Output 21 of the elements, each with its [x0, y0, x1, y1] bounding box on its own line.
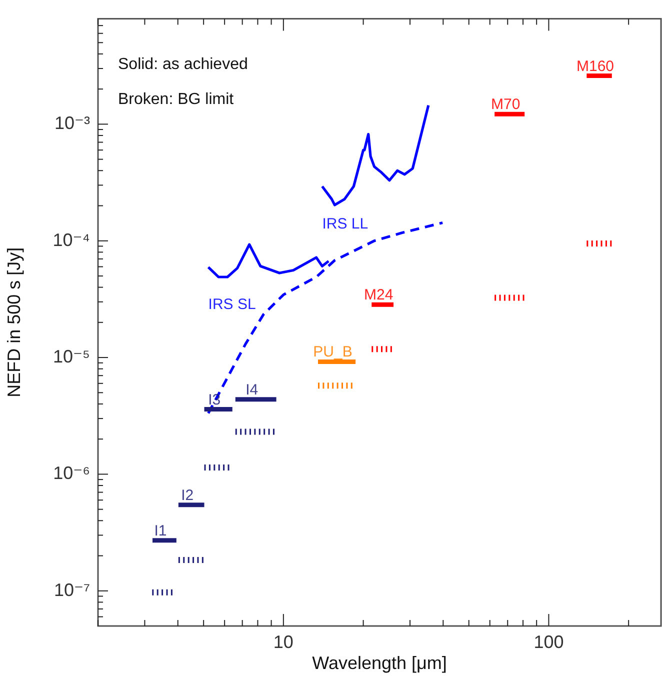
series-label: I2: [181, 486, 194, 504]
annotation: Broken: BG limit: [118, 90, 234, 108]
series-label: I3: [208, 391, 221, 408]
y-axis-title: NEFD in 500 s [Jy]: [4, 247, 24, 398]
series-label: M70: [490, 96, 520, 114]
x-tick-label: 10: [273, 632, 294, 652]
series-label: PU_B: [313, 344, 352, 361]
x-axis-title: Wavelength [μm]: [312, 653, 447, 674]
series-label: IRS SL: [208, 296, 256, 314]
y-tick-label: 10⁻⁶: [53, 463, 90, 484]
series-label: I1: [154, 522, 167, 540]
x-tick-label: 100: [534, 632, 564, 652]
series-label: IRS LL: [322, 215, 368, 232]
y-tick-label: 10⁻⁵: [53, 346, 90, 366]
y-tick-label: 10⁻⁷: [54, 580, 90, 600]
series-label: M160: [576, 58, 614, 75]
y-tick-label: 10⁻³: [54, 113, 90, 134]
annotation: Solid: as achieved: [118, 56, 248, 73]
y-tick-label: 10⁻⁴: [52, 230, 90, 250]
series-label: I4: [246, 381, 258, 398]
series-label: M24: [364, 286, 394, 304]
